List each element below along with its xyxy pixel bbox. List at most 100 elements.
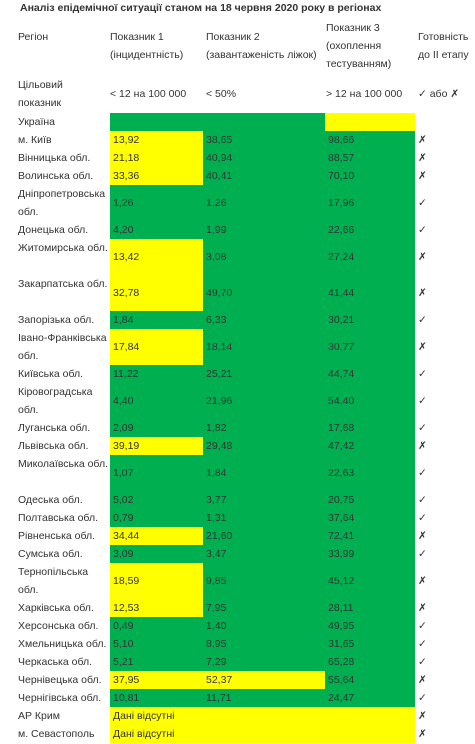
readiness-mark: ✗ — [418, 575, 427, 587]
indicator-1-cell: 12,53 — [110, 599, 203, 617]
readiness-cell: ✓ — [418, 419, 448, 437]
indicator-3-cell: 27,24 — [325, 239, 415, 275]
region-name: Сумська обл. — [18, 548, 83, 560]
table-row: Волинська обл. 33,36 40,41 70,10 ✗ — [0, 167, 475, 185]
indicator-1-cell: 34,44 — [110, 527, 203, 545]
indicator-1-value: 1,84 — [113, 314, 134, 326]
table-row: м. Київ 13,92 38,65 98,66 ✗ — [0, 131, 475, 149]
indicator-1-value: 5,21 — [113, 656, 134, 668]
indicator-3-value: 37,64 — [328, 512, 355, 524]
indicator-3-value: 72,41 — [328, 530, 355, 542]
readiness-cell: ✗ — [418, 527, 448, 545]
target-indicator-1: < 12 на 100 000 — [110, 88, 187, 100]
readiness-mark: ✓ — [418, 395, 427, 407]
indicator-1-cell: 4,20 — [110, 221, 203, 239]
readiness-mark: ✗ — [418, 602, 427, 614]
readiness-mark: ✓ — [418, 422, 427, 434]
indicator-3-cell: 28,11 — [325, 599, 415, 617]
header-indicator-3-line2: (охоплення — [326, 40, 382, 52]
region-name: Житомирська обл. — [18, 242, 108, 254]
indicator-2-value: 49,70 — [206, 287, 233, 299]
region-name: Кіровоградська обл. — [18, 386, 93, 416]
indicator-2-cell: 18,14 — [203, 329, 325, 365]
readiness-cell: ✗ — [418, 131, 448, 149]
readiness-mark: ✓ — [418, 197, 427, 209]
indicator-1-value: 32,78 — [113, 287, 140, 299]
indicator-1-value: 5,10 — [113, 638, 134, 650]
indicator-2-value: 11,71 — [206, 692, 232, 704]
indicator-1-cell: 5,21 — [110, 653, 203, 671]
region-name: Дніпропетровська обл. — [18, 188, 106, 218]
readiness-cell: ✗ — [418, 707, 448, 725]
indicator-3-cell: 49,95 — [325, 617, 415, 635]
indicator-1-cell: 32,78 — [110, 275, 203, 311]
table-row-no-data: АР Крим Дані відсутні ✗ — [0, 707, 475, 725]
region-name: Харківська обл. — [18, 602, 94, 614]
indicator-3-value: 22,63 — [328, 467, 355, 479]
region-name: Донецька обл. — [18, 224, 89, 236]
region-name: м. Київ — [18, 134, 52, 146]
indicator-3-cell: 37,64 — [325, 509, 415, 527]
indicator-2-cell: 1,31 — [203, 509, 325, 527]
readiness-mark: ✗ — [418, 287, 427, 299]
indicator-1-cell: 1,84 — [110, 311, 203, 329]
indicator-2-cell: 1,99 — [203, 221, 325, 239]
table-row: Полтавська обл. 0,79 1,31 37,64 ✓ — [0, 509, 475, 527]
readiness-mark: ✗ — [418, 710, 427, 722]
indicator-2-value: 40,41 — [206, 170, 233, 182]
readiness-cell: ✓ — [418, 689, 448, 707]
indicator-1-cell: 5,10 — [110, 635, 203, 653]
readiness-cell: ✓ — [418, 383, 448, 419]
indicator-1-cell: 33,36 — [110, 167, 203, 185]
readiness-cell: ✗ — [418, 239, 448, 275]
indicator-3-cell: 17,68 — [325, 419, 415, 437]
region-name: Закарпатська обл. — [18, 278, 108, 290]
indicator-1-value: 3,09 — [113, 548, 134, 560]
indicator-2-value: 3,08 — [206, 251, 227, 263]
indicator-1-cell: 37,95 — [110, 671, 203, 689]
indicator-3-cell: 72,41 — [325, 527, 415, 545]
indicator-2-cell: 1,84 — [203, 455, 325, 491]
header-region: Регіон — [18, 28, 48, 46]
readiness-cell: ✗ — [418, 167, 448, 185]
header-indicator-3-line3: тестуванням) — [326, 58, 392, 70]
readiness-mark: ✓ — [418, 314, 427, 326]
table-row: Кіровоградська обл. 4,40 21,96 54,40 ✓ — [0, 383, 475, 419]
table-row: Львівська обл. 39,19 29,48 47,42 ✗ — [0, 437, 475, 455]
region-name: Чернігівська обл. — [18, 692, 102, 704]
indicator-2-value: 1,82 — [206, 422, 227, 434]
indicator-2-value: 18,14 — [206, 341, 233, 353]
indicator-1-cell: 21,18 — [110, 149, 203, 167]
indicator-3-value: 44,74 — [328, 368, 355, 380]
indicator-3-value: 55,64 — [328, 674, 355, 686]
indicator-3-value: 17,96 — [328, 197, 355, 209]
indicator-2-value: 1,26 — [206, 197, 227, 209]
indicator-3-cell: 44,74 — [325, 365, 415, 383]
region-name: Черкаська обл. — [18, 656, 93, 668]
readiness-cell: ✓ — [418, 185, 448, 221]
indicator-2-value: 25,21 — [206, 368, 233, 380]
readiness-mark: ✓ — [418, 692, 427, 704]
indicator-1-cell: 2,09 — [110, 419, 203, 437]
indicator-2-cell: 40,94 — [203, 149, 325, 167]
indicator-3-cell: 31,65 — [325, 635, 415, 653]
indicator-1-value: 21,18 — [113, 152, 140, 164]
readiness-mark: ✗ — [418, 440, 427, 452]
readiness-mark: ✗ — [418, 530, 427, 542]
indicator-1-cell: 5,02 — [110, 491, 203, 509]
readiness-cell: ✓ — [418, 455, 448, 491]
readiness-mark: ✓ — [418, 548, 427, 560]
header-indicator-2-line1: Показник 2 — [206, 31, 260, 43]
table-row: Житомирська обл. 13,42 3,08 27,24 ✗ — [0, 239, 475, 275]
indicator-1-value: 0,49 — [113, 620, 134, 632]
indicator-3-cell: 22,63 — [325, 455, 415, 491]
readiness-cell: ✓ — [418, 653, 448, 671]
header-indicator-2-line2: (завантаженість ліжок) — [206, 49, 317, 61]
indicator-3-value: 65,28 — [328, 656, 355, 668]
indicator-1-value: 39,19 — [113, 440, 140, 452]
table-row: Херсонська обл. 0,49 1,40 49,95 ✓ — [0, 617, 475, 635]
readiness-mark: ✓ — [418, 224, 427, 236]
readiness-mark: ✗ — [418, 674, 427, 686]
header-readiness-line1: Готовність — [418, 31, 469, 43]
indicator-3-value: 30,21 — [328, 314, 355, 326]
